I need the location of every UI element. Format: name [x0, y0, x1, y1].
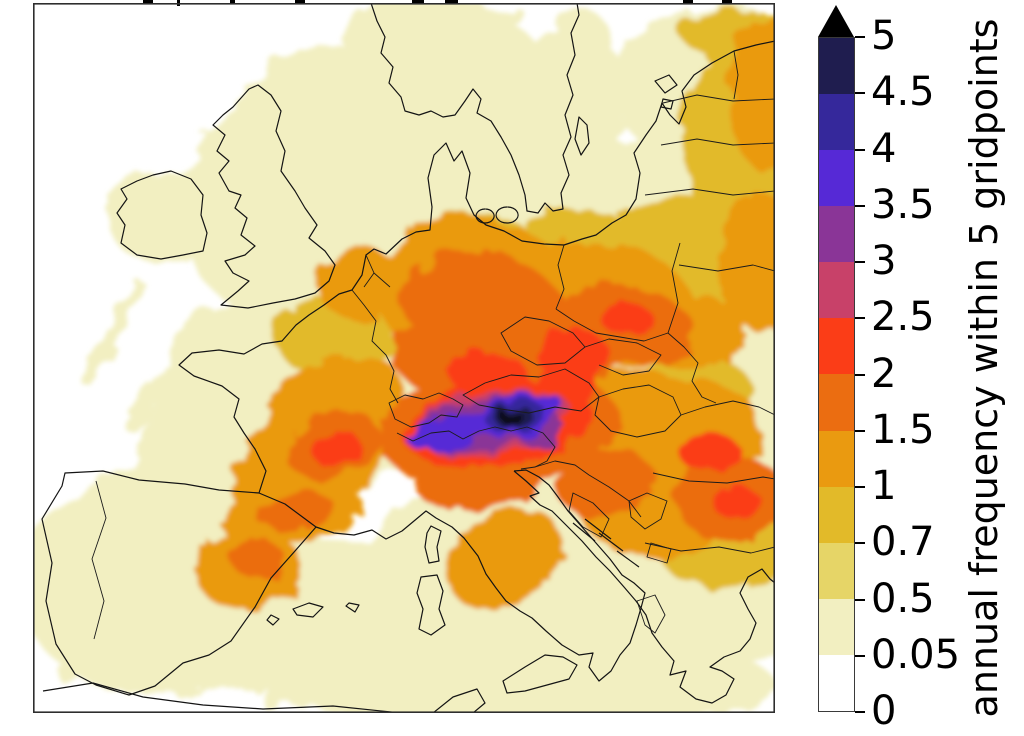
colorbar-segment — [819, 94, 854, 151]
colorbar-segment — [819, 430, 854, 487]
coastline — [654, 74, 678, 94]
colorbar-tick-mark — [855, 317, 865, 320]
colorbar-tick-mark — [855, 598, 865, 601]
country-border — [373, 272, 391, 288]
coastline — [433, 688, 486, 712]
colorbar-segment — [819, 542, 854, 599]
coastline — [178, 40, 774, 494]
coastline — [502, 654, 578, 694]
coastline — [292, 602, 324, 618]
coastline — [598, 532, 624, 552]
country-borders — [41, 4, 774, 712]
cropped-title-glyph — [683, 0, 693, 4]
colorbar-tick-mark — [855, 654, 865, 657]
coastline — [572, 522, 596, 542]
colorbar-segment — [819, 374, 854, 431]
colorbar-tick-label: 0 — [871, 688, 897, 735]
coastline — [574, 116, 590, 156]
colorbar-tick-label: 3 — [871, 238, 897, 285]
coastline — [513, 470, 774, 704]
country-border — [594, 384, 682, 438]
colorbar-tick-mark — [855, 429, 865, 432]
country-border — [660, 138, 774, 146]
coastline — [475, 208, 495, 224]
colorbar-tick-label: 0.05 — [871, 631, 961, 678]
coastline — [370, 4, 580, 214]
colorbar-tick-label: 5 — [871, 13, 897, 60]
colorbar-tick-mark — [855, 711, 865, 713]
country-border — [388, 392, 464, 428]
colorbar-axis-label: annual frequency within 5 gridpoints — [962, 18, 1006, 718]
colorbar-tick-label: 2.5 — [871, 294, 935, 341]
colorbar-tick-label: 3.5 — [871, 181, 935, 228]
colorbar — [818, 37, 855, 712]
country-border — [733, 50, 739, 100]
colorbar-tick-label: 4.5 — [871, 69, 935, 116]
cropped-title-glyph — [143, 0, 153, 4]
europe-map — [33, 3, 775, 713]
coastline — [41, 470, 317, 696]
map-frame — [33, 3, 775, 713]
colorbar-tick-mark — [855, 36, 865, 38]
country-border — [652, 472, 774, 484]
heat-layer — [34, 4, 774, 712]
colorbar-tick-mark — [855, 486, 865, 488]
country-border — [636, 594, 666, 634]
country-border — [555, 244, 565, 310]
coastline — [212, 84, 336, 309]
country-border — [678, 264, 774, 272]
coastline — [42, 682, 398, 712]
colorbar-segment — [819, 318, 854, 375]
country-border — [646, 542, 672, 564]
coastline — [345, 602, 360, 613]
colorbar-extend-arrow-icon — [818, 5, 854, 37]
colorbar-segment — [819, 206, 854, 263]
colorbar-segment — [819, 598, 854, 655]
country-border — [396, 426, 556, 470]
cropped-title-glyph — [230, 0, 235, 3]
country-border — [351, 289, 399, 404]
colorbar-tick-mark — [855, 542, 865, 545]
colorbar-tick-label: 1 — [871, 463, 897, 510]
country-border — [628, 492, 668, 530]
colorbar-tick-mark — [855, 148, 865, 151]
colorbar-segment — [819, 486, 854, 543]
colorbar-tick-mark — [855, 373, 865, 376]
coastline — [495, 206, 519, 224]
colorbar-tick-label: 4 — [871, 125, 897, 172]
colorbar-tick-mark — [855, 92, 865, 95]
coastline — [266, 614, 280, 626]
colorbar-tick-label: 1.5 — [871, 406, 935, 453]
cropped-title-glyph — [722, 0, 732, 4]
coastline — [584, 518, 612, 540]
coastline — [315, 469, 646, 682]
colorbar-tick-mark — [855, 204, 865, 207]
colorbar-tick-mark — [855, 261, 865, 263]
country-border — [680, 400, 774, 416]
coastline — [416, 574, 446, 636]
country-border — [584, 338, 662, 376]
country-border — [644, 188, 774, 196]
colorbar-segment — [819, 38, 854, 95]
colorbar-segment — [819, 654, 854, 711]
cropped-title-glyph — [445, 0, 458, 5]
country-border — [568, 492, 610, 538]
colorbar-tick-label: 2 — [871, 350, 897, 397]
colorbar-segment — [819, 262, 854, 319]
coastline — [616, 550, 640, 568]
country-border — [91, 480, 107, 640]
coastline — [116, 170, 208, 260]
coastline — [660, 98, 674, 110]
colorbar-tick-label: 0.7 — [871, 519, 935, 566]
country-border — [667, 332, 717, 404]
colorbar-segment — [819, 150, 854, 207]
country-border — [555, 242, 681, 342]
colorbar-tick-label: 0.5 — [871, 575, 935, 622]
coastline — [424, 525, 442, 564]
cropped-title-glyph — [295, 0, 305, 4]
country-border — [662, 94, 774, 104]
